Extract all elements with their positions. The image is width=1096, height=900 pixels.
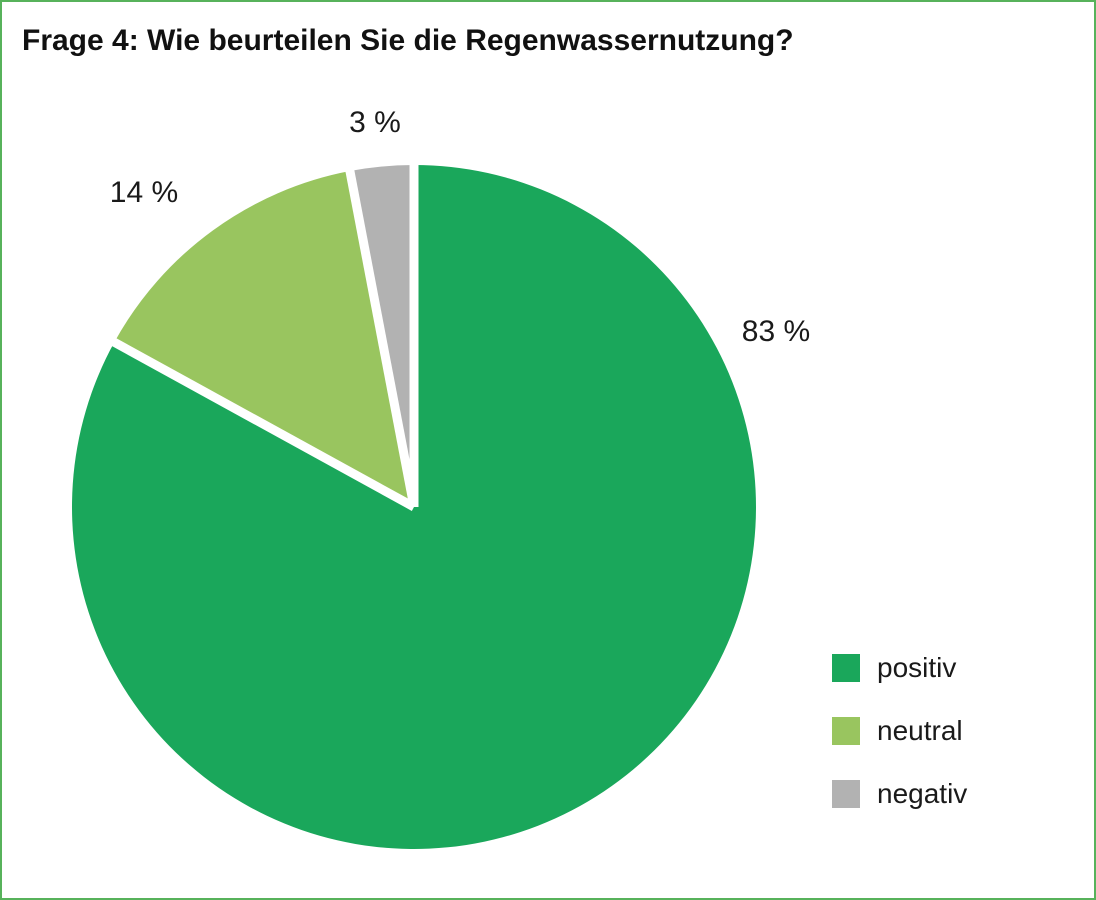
legend-item-positiv: positiv — [832, 652, 967, 683]
legend-label-positiv: positiv — [877, 652, 957, 683]
legend-label-negativ: negativ — [877, 778, 968, 809]
slice-label-neutral: 14 % — [109, 176, 179, 209]
legend-label-neutral: neutral — [877, 715, 963, 746]
legend: positiv neutral negativ — [832, 652, 968, 843]
slice-separator — [108, 336, 417, 511]
pie-slice-neutral — [114, 171, 415, 507]
legend-swatch-negativ-icon — [832, 780, 860, 808]
legend-item-negativ: negativ — [832, 778, 968, 809]
slice-separator — [344, 166, 419, 508]
slice-label-negativ: 3 % — [349, 106, 401, 139]
legend-swatch-neutral-icon — [832, 717, 860, 745]
legend-item-neutral: neutral — [832, 715, 967, 746]
legend-swatch-positiv-icon — [832, 654, 860, 682]
chart-title: Frage 4: Wie beurteilen Sie die Regenwas… — [22, 24, 794, 57]
slice-label-positiv: 83 % — [741, 315, 811, 348]
